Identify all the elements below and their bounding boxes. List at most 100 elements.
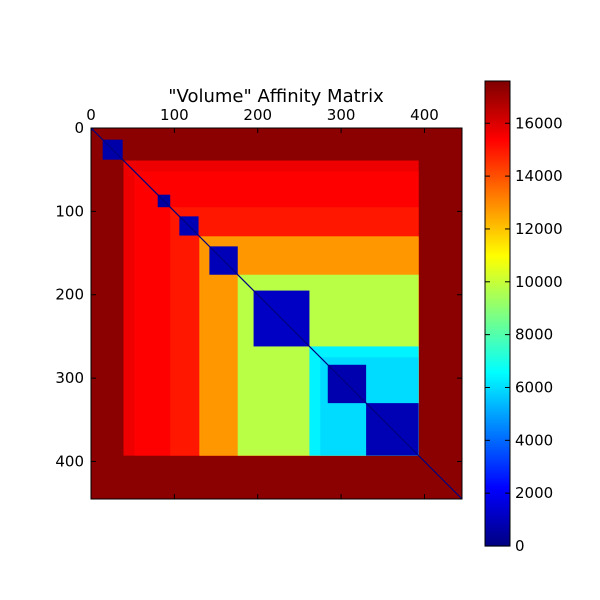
colorbar-strip bbox=[485, 112, 510, 116]
colorbar-strip bbox=[485, 432, 510, 435]
colorbar-strip bbox=[485, 412, 510, 415]
colorbar-strip bbox=[485, 270, 510, 274]
colorbar-strip bbox=[485, 298, 510, 302]
colorbar-strip bbox=[485, 364, 510, 367]
colorbar-strip bbox=[485, 476, 510, 479]
colorbar-gradient bbox=[485, 81, 510, 547]
colorbar-strip bbox=[485, 104, 510, 108]
x-tick-label: 200 bbox=[243, 106, 272, 124]
colorbar-strip bbox=[485, 192, 510, 196]
colorbar-strip bbox=[485, 110, 510, 114]
colorbar-strip bbox=[485, 440, 510, 443]
colorbar-strip bbox=[485, 452, 510, 455]
colorbar-strip bbox=[485, 330, 510, 334]
colorbar-strip bbox=[485, 86, 510, 90]
colorbar-strip bbox=[485, 134, 510, 138]
colorbar-strip bbox=[485, 472, 510, 475]
colorbar-strip bbox=[485, 514, 510, 517]
colorbar-strip bbox=[485, 318, 510, 322]
colorbar-strip bbox=[485, 142, 510, 146]
colorbar-strip bbox=[485, 356, 510, 360]
colorbar-strip bbox=[485, 392, 510, 395]
colorbar-strip bbox=[485, 138, 510, 142]
colorbar-strip bbox=[485, 508, 510, 511]
colorbar-strip bbox=[485, 90, 510, 94]
colorbar-strip bbox=[485, 292, 510, 296]
colorbar-strip bbox=[485, 416, 510, 419]
colorbar-strip bbox=[485, 446, 510, 449]
colorbar-strip bbox=[485, 222, 510, 226]
colorbar-strip bbox=[485, 456, 510, 459]
colorbar-strip bbox=[485, 162, 510, 166]
colorbar-strip bbox=[485, 536, 510, 539]
colorbar-strip bbox=[485, 386, 510, 389]
colorbar-strip bbox=[485, 540, 510, 543]
colorbar-strip bbox=[485, 278, 510, 282]
colorbar-strip bbox=[485, 190, 510, 194]
colorbar-tick-label: 2000 bbox=[515, 484, 553, 502]
colorbar-strip bbox=[485, 198, 510, 202]
colorbar-strip bbox=[485, 154, 510, 158]
colorbar-strip bbox=[485, 336, 510, 340]
colorbar-strip bbox=[485, 332, 510, 336]
colorbar-strip bbox=[485, 156, 510, 160]
colorbar-strip bbox=[485, 490, 510, 493]
colorbar-strip bbox=[485, 212, 510, 216]
colorbar-strip bbox=[485, 524, 510, 527]
colorbar-strip bbox=[485, 314, 510, 318]
colorbar-strip bbox=[485, 234, 510, 238]
colorbar-strip bbox=[485, 194, 510, 198]
colorbar-strip bbox=[485, 516, 510, 519]
colorbar-strip bbox=[485, 84, 510, 88]
colorbar-strip bbox=[485, 252, 510, 256]
colorbar-strip bbox=[485, 310, 510, 314]
chart-title: "Volume" Affinity Matrix bbox=[168, 86, 384, 107]
matrix-diagonal bbox=[90, 127, 463, 500]
colorbar-strip bbox=[485, 170, 510, 174]
colorbar-strip bbox=[485, 266, 510, 270]
colorbar-strip bbox=[485, 442, 510, 445]
colorbar-strip bbox=[485, 172, 510, 176]
colorbar-strip bbox=[485, 300, 510, 304]
colorbar-strip bbox=[485, 116, 510, 120]
y-tick-label: 400 bbox=[55, 452, 84, 470]
colorbar-tick-label: 4000 bbox=[515, 431, 553, 449]
colorbar-strip bbox=[485, 160, 510, 164]
colorbar-strip bbox=[485, 304, 510, 308]
colorbar-strip bbox=[485, 240, 510, 244]
colorbar-strip bbox=[485, 462, 510, 465]
colorbar: 0 2000 4000 6000 8000 10000 12000 14000 16000 bbox=[484, 80, 563, 555]
colorbar-strip bbox=[485, 346, 510, 350]
colorbar-strip bbox=[485, 486, 510, 489]
colorbar-strip bbox=[485, 122, 510, 126]
colorbar-strip bbox=[485, 224, 510, 228]
colorbar-strip bbox=[485, 128, 510, 132]
colorbar-strip bbox=[485, 132, 510, 136]
colorbar-strip bbox=[485, 534, 510, 537]
colorbar-strip bbox=[485, 140, 510, 144]
colorbar-strip bbox=[485, 348, 510, 352]
colorbar-strip bbox=[485, 100, 510, 104]
colorbar-strip bbox=[485, 402, 510, 405]
colorbar-strip bbox=[485, 528, 510, 531]
colorbar-strip bbox=[485, 294, 510, 298]
colorbar-strip bbox=[485, 230, 510, 234]
y-tick-label: 300 bbox=[55, 369, 84, 387]
colorbar-strip bbox=[485, 244, 510, 248]
colorbar-strip bbox=[485, 420, 510, 423]
colorbar-strip bbox=[485, 422, 510, 425]
colorbar-tick-label: 10000 bbox=[515, 273, 563, 291]
colorbar-strip bbox=[485, 176, 510, 180]
colorbar-strip bbox=[485, 238, 510, 242]
colorbar-strip bbox=[485, 124, 510, 128]
colorbar-strip bbox=[485, 168, 510, 172]
colorbar-strip bbox=[485, 384, 510, 387]
colorbar-strip bbox=[485, 530, 510, 533]
colorbar-strip bbox=[485, 232, 510, 236]
colorbar-strip bbox=[485, 532, 510, 535]
axes-frame bbox=[90, 127, 463, 500]
colorbar-strip bbox=[485, 496, 510, 499]
colorbar-strip bbox=[485, 254, 510, 258]
colorbar-strip bbox=[485, 312, 510, 316]
colorbar-strip bbox=[485, 326, 510, 330]
